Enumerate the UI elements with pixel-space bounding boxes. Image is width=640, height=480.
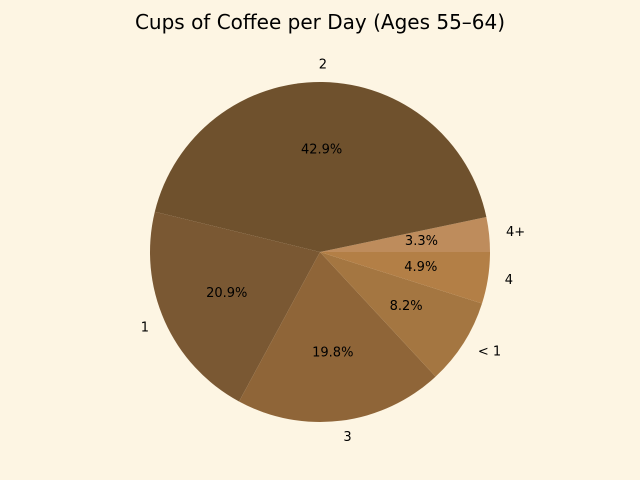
- slice-category-label: 4: [505, 273, 513, 288]
- pie-slices: [149, 81, 491, 422]
- pie-slice-4: [320, 217, 491, 252]
- chart-title: Cups of Coffee per Day (Ages 55–64): [134, 10, 506, 34]
- pie-slice-3: [239, 252, 436, 422]
- pie-slice-1: [149, 211, 320, 402]
- slice-category-label: < 1: [478, 345, 501, 360]
- slice-percent-label: 19.8%: [312, 346, 353, 361]
- slice-percent-label: 8.2%: [390, 299, 423, 314]
- slice-percent-label: 42.9%: [301, 143, 342, 158]
- slice-category-label: 3: [343, 430, 351, 445]
- slice-category-label: 2: [319, 58, 327, 73]
- slice-percent-label: 4.9%: [404, 260, 437, 275]
- slice-percent-label: 3.3%: [405, 234, 438, 249]
- pie-labels: 3.3% 4+ 42.9% 2 20.9% 1 19.8% 3 8.2% < 1 4.9% 4: [141, 58, 525, 446]
- pie-slice-4: [320, 252, 490, 304]
- slice-category-label: 4+: [506, 225, 525, 240]
- pie-slice-2: [154, 81, 487, 253]
- pie-slice-less-than-1: [320, 252, 483, 377]
- slice-percent-label: 20.9%: [206, 286, 247, 301]
- slice-category-label: 1: [141, 320, 149, 335]
